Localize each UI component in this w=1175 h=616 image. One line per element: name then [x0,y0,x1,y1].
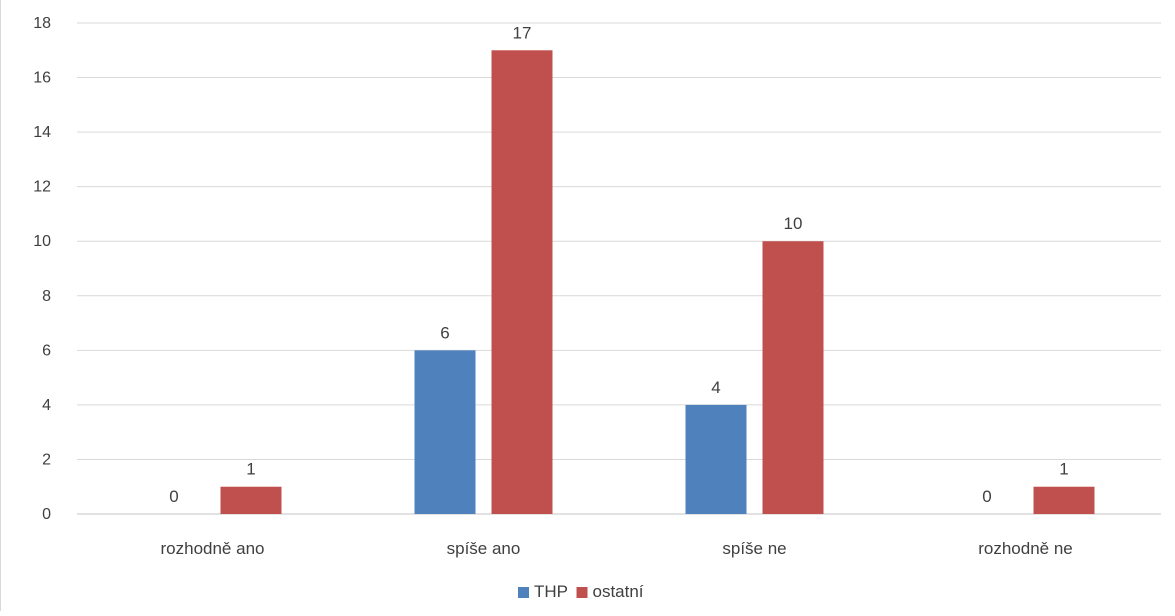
bar-ostatní-3 [1033,486,1095,514]
legend: THP ostatní [518,582,644,601]
y-tick-label: 6 [42,342,51,359]
y-tick-label: 0 [42,506,51,523]
data-label-ostatní-3: 1 [1059,460,1068,479]
bars [220,50,1095,515]
legend-swatch-ostatní [576,587,588,598]
data-label-THP-3: 0 [982,487,991,506]
x-category-label: spíše ano [447,539,521,558]
bar-THP-2 [685,404,747,514]
y-tick-label: 18 [33,15,51,32]
data-label-ostatní-1: 17 [513,23,532,42]
y-tick-label: 4 [42,397,51,414]
data-label-ostatní-2: 10 [784,214,803,233]
y-tick-label: 16 [33,70,51,87]
legend-swatch-THP [518,587,529,598]
y-tick-label: 8 [42,288,51,305]
bar-ostatní-0 [220,486,282,514]
y-tick-label: 14 [33,124,51,141]
data-label-THP-2: 4 [711,378,720,397]
y-tick-label: 10 [33,233,51,250]
x-category-label: rozhodně ne [978,539,1073,558]
x-category-label: spíše ne [722,539,786,558]
data-label-THP-1: 6 [440,323,449,342]
bar-THP-1 [414,350,476,514]
y-tick-label: 12 [33,179,51,196]
legend-label-THP: THP [534,582,568,601]
y-tick-label: 2 [42,451,51,468]
data-label-ostatní-0: 1 [246,460,255,479]
x-category-label: rozhodně ano [161,539,265,558]
data-label-THP-0: 0 [169,487,178,506]
legend-label-ostatní: ostatní [593,582,644,601]
gridlines [77,22,1161,460]
bar-ostatní-2 [762,241,824,514]
data-labels: 0 1 6 17 4 10 0 1 [169,23,1068,506]
bar-ostatní-1 [491,50,553,515]
